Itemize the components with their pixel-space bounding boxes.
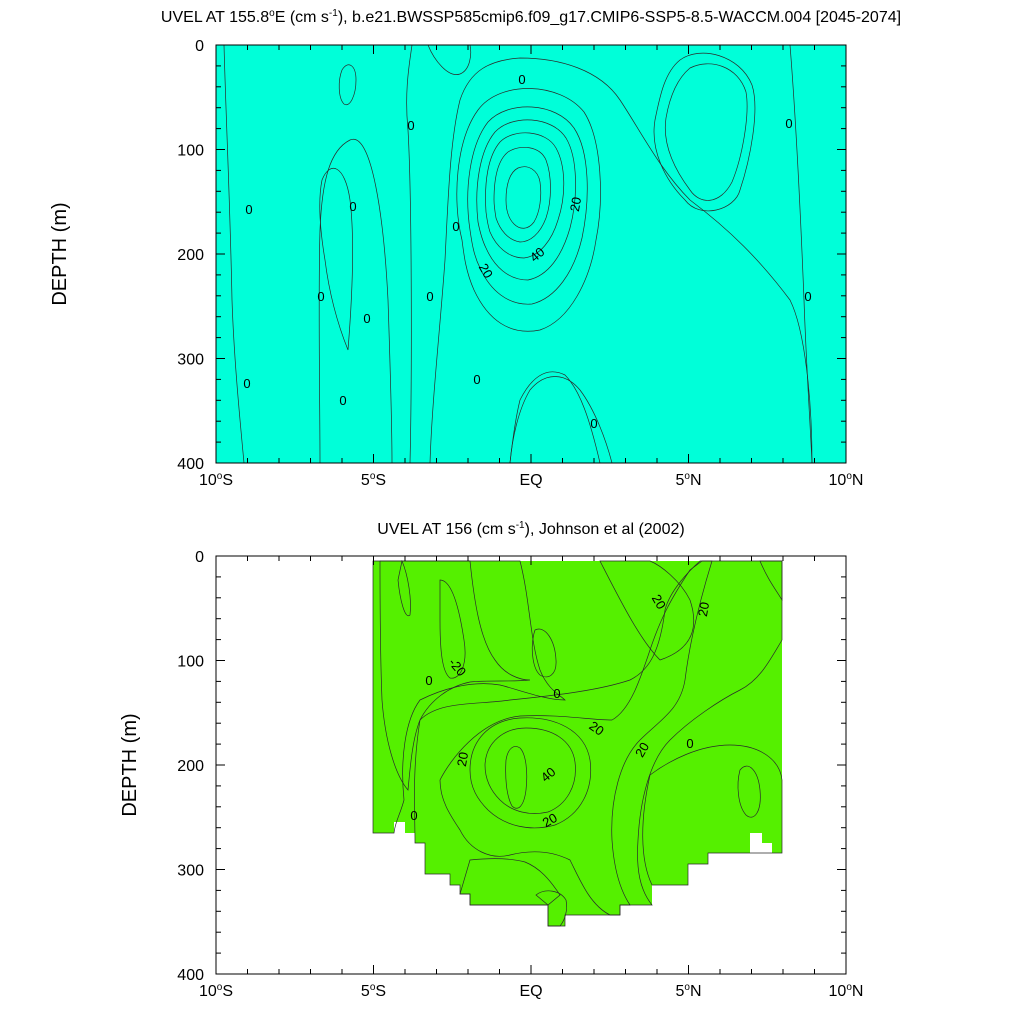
top-region-east-core (653, 52, 756, 212)
contour-label: 20 (586, 718, 606, 739)
top-contour-labels: 0 0 0 0 0 0 0 0 0 0 0 0 0 0 20 20 40 (243, 72, 811, 431)
top-euc-40 (485, 132, 565, 259)
contour-label: 0 (363, 311, 370, 326)
contour-label: 0 (452, 219, 459, 234)
bottom-region-west-neg30b (531, 628, 557, 678)
x-tick-label: 5oN (675, 982, 701, 1000)
x-tick-label: 10oS (199, 471, 233, 489)
bottom-region-surface-neg20 (397, 559, 411, 617)
x-tick-label: 5oS (361, 471, 386, 489)
bottom-data-footprint (373, 561, 782, 926)
top-y-axis-label: DEPTH (m) (49, 202, 71, 305)
contour-label: 0 (245, 202, 252, 217)
bottom-region-p60 (505, 746, 528, 809)
bottom-region-deep-neg10 (535, 890, 567, 927)
top-euc-50 (493, 146, 551, 243)
y-tick-label: 400 (177, 967, 204, 984)
bottom-region-east-neg10 (642, 744, 783, 886)
bottom-region-west-neg20 (379, 560, 531, 791)
y-tick-label: 0 (195, 549, 204, 566)
contour-label: 0 (407, 118, 414, 133)
top-panel-title: UVEL AT 155.8oE (cm s-1), b.e21.BWSSP585… (161, 8, 901, 26)
bottom-region-p30 (439, 560, 713, 916)
y-tick-label: 300 (177, 863, 204, 880)
contour-label: 0 (349, 199, 356, 214)
y-tick-label: 100 (177, 654, 204, 671)
contour-label: 0 (686, 736, 693, 751)
top-euc-30 (476, 119, 576, 281)
contour-label: 0 (425, 673, 432, 688)
contour-label: 0 (785, 116, 792, 131)
contour-label: 20 (649, 592, 669, 612)
top-euc-20 (467, 106, 588, 305)
contour-label: 0 (804, 289, 811, 304)
contour-label: 0 (243, 376, 250, 391)
contour-label: 0 (553, 686, 560, 701)
bottom-region-east-pocket (737, 765, 761, 818)
bottom-panel-title: UVEL AT 156 (cm s-1), Johnson et al (200… (377, 520, 684, 538)
contour-label: 20 (632, 740, 652, 760)
top-euc-10 (456, 88, 601, 332)
top-panel: UVEL AT 155.8oE (cm s-1), b.e21.BWSSP585… (49, 8, 901, 489)
top-region-pocket-west (319, 168, 353, 351)
bottom-y-axis-label: DEPTH (m) (119, 713, 141, 816)
contour-label: 0 (410, 808, 417, 823)
y-tick-label: 400 (177, 456, 204, 473)
top-contour-field (216, 45, 846, 463)
contour-label: 0 (317, 289, 324, 304)
bottom-region-p50 (484, 727, 576, 814)
x-tick-label: EQ (519, 472, 542, 489)
top-euc-60 (505, 166, 542, 229)
contour-label: 0 (590, 416, 597, 431)
contour-label: 20 (540, 810, 560, 830)
bottom-region-north-p30 (759, 560, 783, 602)
x-tick-label: 10oS (199, 982, 233, 1000)
contour-label: 20 (454, 751, 471, 768)
contour-label: 20 (567, 196, 584, 213)
x-tick-label: EQ (519, 983, 542, 1000)
x-tick-label: 5oS (361, 982, 386, 1000)
y-tick-label: 200 (177, 247, 204, 264)
y-tick-label: 0 (195, 38, 204, 55)
bottom-contour-field (372, 559, 783, 927)
contour-label: 0 (518, 72, 525, 87)
bottom-region-west-neg30 (439, 579, 466, 679)
bottom-contour-labels: 20 20 -20 0 0 20 20 20 40 20 0 0 (410, 592, 712, 830)
x-tick-label: 10oN (829, 982, 864, 1000)
contour-label: 0 (426, 289, 433, 304)
top-region-east-edge (789, 45, 846, 463)
x-tick-label: 5oN (675, 471, 701, 489)
bottom-region-deep-zero (459, 858, 561, 906)
contour-label: 0 (339, 393, 346, 408)
bottom-region-p40 (469, 717, 592, 829)
top-region-east-p10 (664, 63, 748, 201)
top-region-band-west (223, 45, 413, 463)
bottom-region-north-zero (599, 560, 694, 661)
top-region-deep-west (509, 376, 613, 463)
y-tick-label: 100 (177, 143, 204, 160)
contour-label: 0 (473, 372, 480, 387)
bottom-panel: UVEL AT 156 (cm s-1), Johnson et al (200… (119, 520, 863, 1000)
contour-label: 20 (695, 601, 712, 618)
top-region-central (429, 57, 813, 463)
y-tick-label: 300 (177, 352, 204, 369)
bottom-region-west-neg10 (372, 560, 566, 834)
top-region-small-lobe (338, 64, 357, 106)
contour-label: 20 (476, 261, 496, 281)
x-tick-label: 10oN (829, 471, 864, 489)
top-region-surface-intrusion (427, 45, 472, 75)
y-tick-label: 200 (177, 758, 204, 775)
top-region-weak-westward (216, 45, 846, 463)
